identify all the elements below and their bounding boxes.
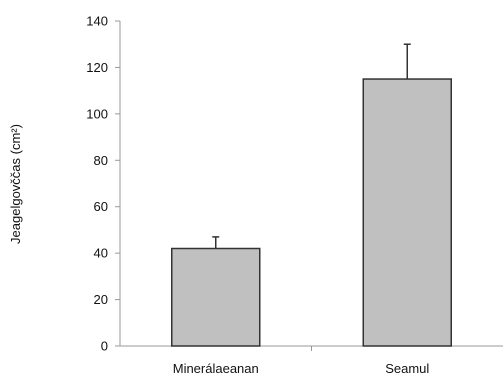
x-tick-label: Seamul bbox=[385, 361, 429, 376]
bar bbox=[171, 247, 261, 347]
x-tick-label: Minerálaeanan bbox=[173, 361, 259, 376]
y-tick-label: 20 bbox=[94, 292, 108, 307]
y-tick-label: 80 bbox=[94, 153, 108, 168]
y-tick-label: 100 bbox=[86, 106, 108, 121]
y-tick-label: 40 bbox=[94, 246, 108, 261]
y-axis-label: Jeagelgovččas (cm²) bbox=[8, 124, 23, 244]
bars bbox=[171, 43, 452, 347]
y-tick-label: 120 bbox=[86, 60, 108, 75]
labels: Jeagelgovččas (cm²) 0 20 40 60 80 100 120 140 Mi… bbox=[8, 14, 429, 377]
bar bbox=[362, 78, 452, 347]
y-tick-label: 0 bbox=[101, 339, 108, 354]
y-tick-label: 140 bbox=[86, 14, 108, 29]
y-tick-label: 60 bbox=[94, 199, 108, 214]
